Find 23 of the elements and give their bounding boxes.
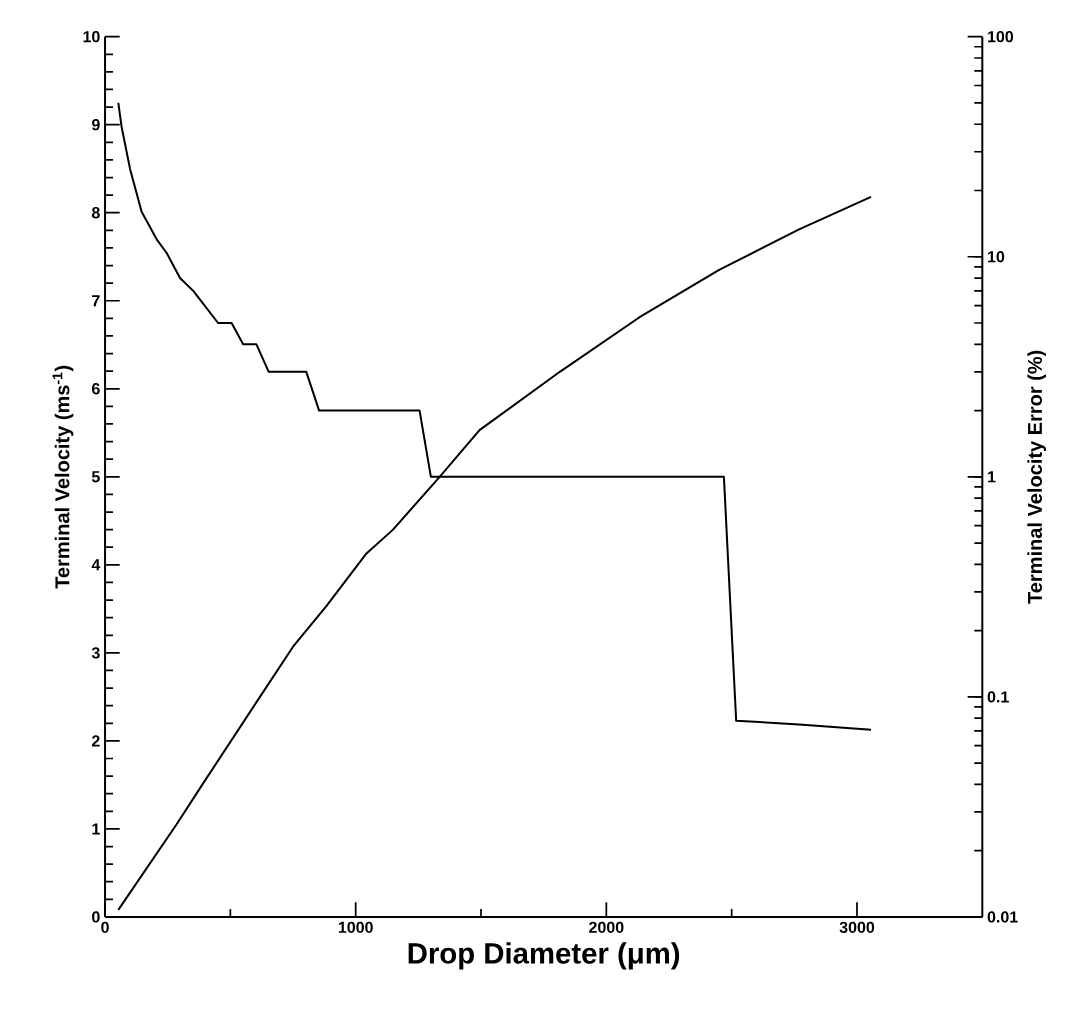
y-tick-label: 8 — [91, 206, 100, 219]
y2-tick-label: 100 — [988, 30, 1014, 43]
y-tick-label: 10 — [83, 30, 100, 43]
y-tick-label: 0 — [92, 911, 100, 923]
y2-axis-title: Terminal Velocity Error (%) — [1027, 350, 1046, 604]
y2-tick-label: 10 — [988, 250, 1005, 263]
y2-tick-label: 0.1 — [987, 691, 1009, 703]
y-tick-label: 4 — [91, 559, 101, 571]
x-tick-label: 2000 — [589, 921, 624, 933]
x-tick-label: 1000 — [338, 921, 373, 933]
y-tick-label: 3 — [91, 647, 100, 659]
y-tick-label: 9 — [91, 118, 100, 131]
x-tick-label: 3000 — [839, 921, 875, 933]
y-tick-label: 5 — [91, 471, 100, 483]
x-axis-title: Drop Diameter (μm) — [408, 942, 680, 970]
y-tick-label: 2 — [91, 735, 100, 747]
x-tick-label: 0 — [101, 921, 109, 933]
y-axis-title: Terminal Velocity (ms$^{-1}$) — [52, 365, 74, 589]
y-tick-label: 7 — [92, 295, 100, 307]
y-tick-label: 6 — [92, 382, 100, 395]
y-tick-label: 1 — [92, 823, 100, 835]
y2-tick-label: 1 — [988, 471, 996, 483]
y2-tick-label: 0.01 — [987, 911, 1018, 923]
